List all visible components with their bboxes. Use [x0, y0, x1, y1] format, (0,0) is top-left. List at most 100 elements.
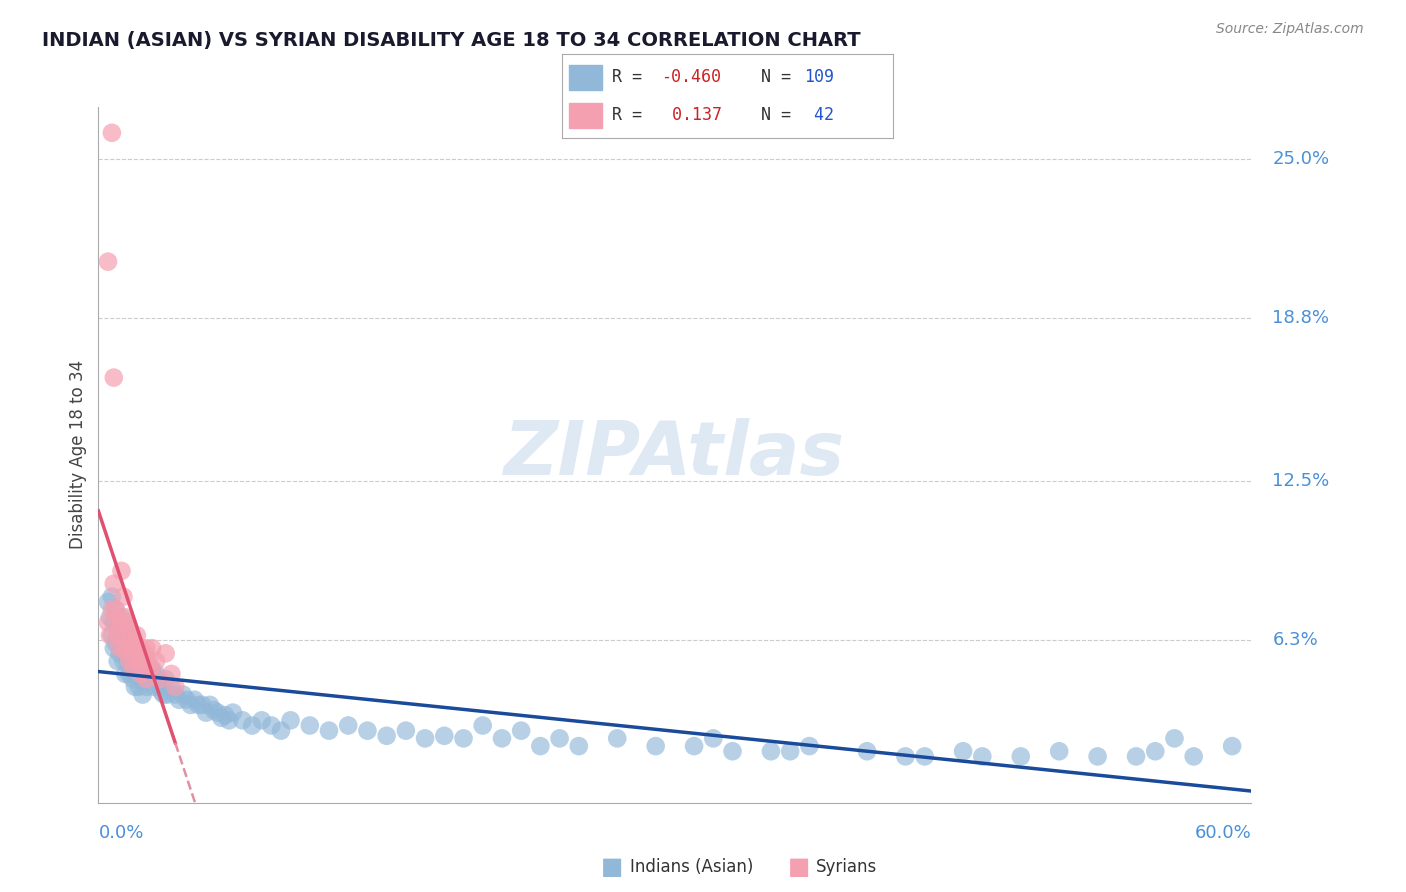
Point	[120, 628, 142, 642]
Text: 18.8%: 18.8%	[1272, 310, 1330, 327]
Point	[155, 646, 177, 660]
Text: 60.0%: 60.0%	[1195, 823, 1251, 842]
Point	[129, 672, 152, 686]
Point	[103, 370, 125, 384]
Point	[529, 739, 551, 753]
Point	[117, 628, 138, 642]
Text: 109: 109	[804, 69, 834, 87]
Point	[721, 744, 744, 758]
Point	[375, 729, 398, 743]
Text: 0.137: 0.137	[662, 106, 721, 124]
Text: ZIPAtlas: ZIPAtlas	[505, 418, 845, 491]
Point	[114, 610, 136, 624]
Text: R =: R =	[612, 106, 652, 124]
Point	[112, 628, 135, 642]
Point	[799, 739, 821, 753]
Point	[145, 667, 167, 681]
Point	[128, 680, 150, 694]
Point	[779, 744, 801, 758]
Point	[1087, 749, 1109, 764]
Point	[107, 621, 129, 635]
Point	[453, 731, 475, 746]
Point	[856, 744, 879, 758]
Point	[1163, 731, 1185, 746]
Point	[222, 706, 245, 720]
Point	[104, 602, 127, 616]
Point	[125, 654, 148, 668]
Point	[108, 615, 131, 630]
Point	[214, 708, 236, 723]
Point	[149, 672, 172, 686]
Point	[606, 731, 628, 746]
Point	[108, 646, 131, 660]
Point	[112, 654, 135, 668]
Point	[491, 731, 513, 746]
Point	[128, 646, 150, 660]
Point	[1047, 744, 1070, 758]
Point	[702, 731, 724, 746]
Point	[128, 654, 150, 668]
Point	[337, 718, 360, 732]
Point	[1125, 749, 1147, 764]
Point	[146, 672, 169, 686]
Text: 6.3%: 6.3%	[1272, 632, 1319, 649]
Text: Syrians: Syrians	[815, 858, 877, 876]
Point	[107, 610, 129, 624]
Point	[122, 646, 145, 660]
Point	[1010, 749, 1032, 764]
Point	[107, 628, 129, 642]
Point	[101, 590, 124, 604]
Point	[135, 641, 157, 656]
Point	[104, 602, 127, 616]
Point	[110, 610, 132, 624]
Point	[120, 662, 142, 676]
Point	[131, 662, 153, 676]
Point	[187, 698, 209, 712]
Point	[231, 714, 254, 728]
Text: 25.0%: 25.0%	[1272, 150, 1330, 168]
Point	[413, 731, 436, 746]
Point	[138, 667, 160, 681]
Point	[125, 641, 148, 656]
Point	[1144, 744, 1167, 758]
Point	[131, 654, 153, 668]
Point	[176, 692, 198, 706]
Point	[160, 680, 183, 694]
Point	[568, 739, 591, 753]
Point	[98, 610, 121, 624]
Y-axis label: Disability Age 18 to 34: Disability Age 18 to 34	[69, 360, 87, 549]
Point	[129, 641, 152, 656]
Point	[155, 672, 177, 686]
Point	[145, 654, 167, 668]
Point	[135, 680, 157, 694]
Bar	[569, 64, 602, 90]
Point	[112, 641, 135, 656]
Point	[165, 688, 187, 702]
Point	[395, 723, 418, 738]
Point	[107, 654, 129, 668]
Point	[101, 126, 124, 140]
Point	[240, 718, 263, 732]
Point	[139, 672, 162, 686]
Point	[112, 590, 135, 604]
Point	[160, 667, 183, 681]
Point	[894, 749, 917, 764]
Text: ■: ■	[787, 855, 810, 879]
Point	[149, 680, 172, 694]
Point	[122, 672, 145, 686]
Point	[134, 646, 156, 660]
Point	[124, 680, 146, 694]
Point	[124, 654, 146, 668]
Point	[117, 615, 138, 630]
Point	[122, 641, 145, 656]
Text: -0.460: -0.460	[662, 69, 721, 87]
Point	[195, 706, 218, 720]
Text: 12.5%: 12.5%	[1272, 472, 1330, 490]
Point	[110, 628, 132, 642]
Text: N =: N =	[761, 69, 800, 87]
Point	[125, 628, 148, 642]
Point	[318, 723, 340, 738]
Point	[135, 672, 157, 686]
Point	[101, 628, 124, 642]
Point	[759, 744, 782, 758]
